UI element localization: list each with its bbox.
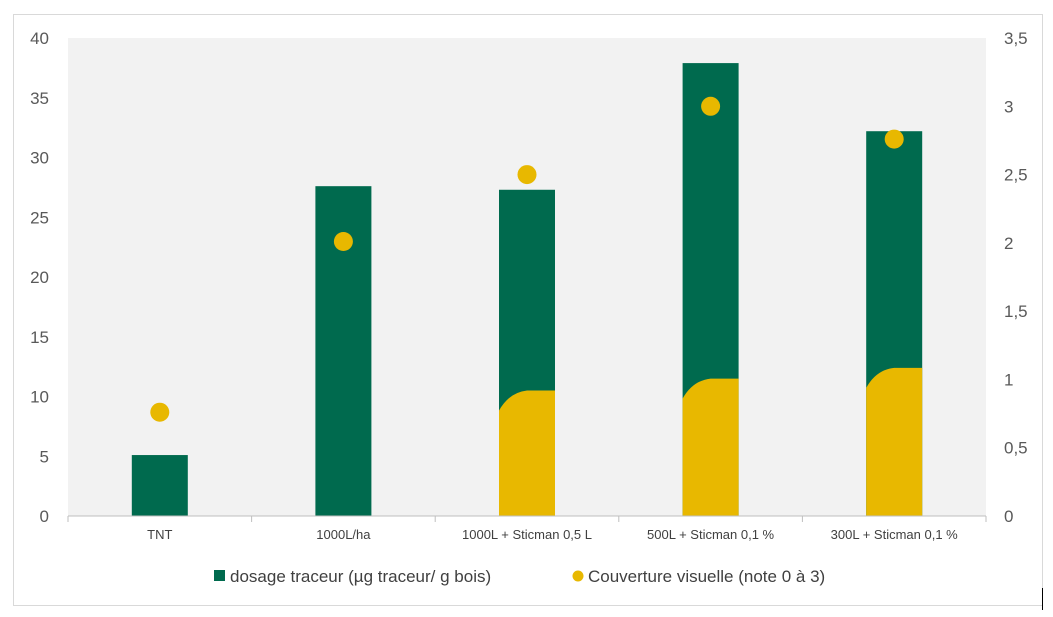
bars-layer xyxy=(131,63,923,516)
legend-bar-swatch xyxy=(214,570,225,581)
y-left-tick-labels: 0 5 10 15 20 25 30 35 40 xyxy=(30,29,49,526)
bar-fill-4 xyxy=(866,367,923,516)
y-left-tick-label: 40 xyxy=(30,29,49,48)
text-cursor xyxy=(1042,588,1043,610)
y-right-tick-label: 3,5 xyxy=(1004,29,1028,48)
dot-3 xyxy=(701,96,721,116)
y-right-tick-label: 1 xyxy=(1004,370,1013,389)
y-left-tick-label: 25 xyxy=(30,208,49,227)
y-right-tick-label: 3 xyxy=(1004,97,1013,116)
bar-fill-2 xyxy=(499,390,555,516)
x-axis-ticks xyxy=(67,516,987,522)
bar-fill-3 xyxy=(682,378,739,516)
category-label: 1000L + Sticman 0,5 L xyxy=(462,527,592,542)
y-left-tick-label: 15 xyxy=(30,328,49,347)
y-right-tick-labels: 0 0,5 1 1,5 2 2,5 3 3,5 xyxy=(1004,29,1028,526)
y-right-tick-label: 2 xyxy=(1004,234,1013,253)
y-left-tick-label: 20 xyxy=(30,268,49,287)
dots-layer xyxy=(150,96,904,422)
dot-1 xyxy=(333,231,353,251)
category-label: TNT xyxy=(147,527,172,542)
y-left-tick-label: 10 xyxy=(30,388,49,407)
dot-0 xyxy=(150,402,170,422)
y-right-tick-label: 0,5 xyxy=(1004,439,1028,458)
legend-dot-label: Couverture visuelle (note 0 à 3) xyxy=(588,567,825,586)
y-right-tick-label: 0 xyxy=(1004,507,1013,526)
legend: dosage traceur (µg traceur/ g bois) Couv… xyxy=(214,567,825,586)
y-right-tick-label: 2,5 xyxy=(1004,166,1028,185)
y-left-tick-label: 5 xyxy=(40,447,49,466)
category-labels: TNT 1000L/ha 1000L + Sticman 0,5 L 500L + S… xyxy=(147,527,958,542)
y-left-tick-label: 30 xyxy=(30,149,49,168)
category-label: 500L + Sticman 0,1 % xyxy=(647,527,775,542)
dot-2 xyxy=(517,165,537,185)
legend-bar-label: dosage traceur (µg traceur/ g bois) xyxy=(230,567,491,586)
legend-dot-swatch xyxy=(572,570,584,582)
category-label: 300L + Sticman 0,1 % xyxy=(831,527,959,542)
y-left-tick-label: 35 xyxy=(30,89,49,108)
y-right-tick-label: 1,5 xyxy=(1004,302,1028,321)
y-left-tick-label: 0 xyxy=(40,507,49,526)
category-label: 1000L/ha xyxy=(316,527,371,542)
dot-4 xyxy=(884,129,904,149)
bar-0 xyxy=(131,455,188,516)
